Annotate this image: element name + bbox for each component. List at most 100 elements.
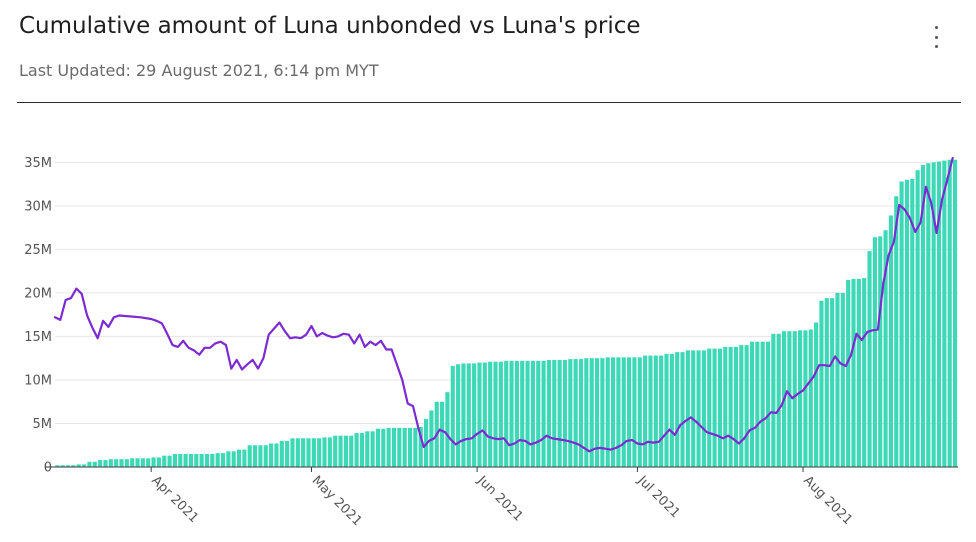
bar — [765, 341, 771, 467]
bar — [55, 465, 60, 467]
bar — [755, 341, 760, 467]
bar — [888, 215, 893, 467]
bar — [359, 433, 365, 467]
bar — [760, 341, 765, 467]
bar — [204, 453, 210, 467]
bar — [883, 230, 888, 467]
bar — [680, 352, 685, 467]
bar — [669, 353, 674, 467]
bar — [546, 359, 552, 467]
bar — [530, 360, 535, 467]
bar — [701, 350, 706, 467]
bar — [659, 355, 664, 467]
bar — [610, 357, 616, 467]
bar — [263, 445, 268, 467]
bar — [637, 357, 642, 467]
bar — [381, 428, 386, 467]
bar — [653, 355, 658, 467]
y-tick-label: 20M — [24, 286, 52, 301]
bar — [354, 433, 359, 467]
more-options-icon[interactable] — [925, 24, 947, 50]
price-line — [53, 156, 954, 453]
bar — [461, 363, 466, 467]
bar — [808, 329, 813, 467]
x-tick-label: Jun 2021 — [474, 473, 526, 525]
bar — [466, 363, 471, 467]
bar — [899, 181, 904, 467]
bar — [210, 453, 215, 467]
last-updated-text: Last Updated: 29 August 2021, 6:14 pm MY… — [19, 61, 379, 80]
bar — [343, 435, 348, 467]
bar — [119, 459, 124, 467]
y-tick-label: 15M — [24, 330, 52, 345]
chart-title: Cumulative amount of Luna unbonded vs Lu… — [19, 13, 641, 39]
bar — [568, 359, 573, 467]
x-tick-label: May 2021 — [309, 473, 365, 529]
bar — [92, 461, 97, 467]
line-series — [53, 156, 954, 453]
bar — [178, 453, 183, 467]
bar-series — [55, 159, 958, 467]
bar — [317, 438, 322, 467]
bar — [712, 348, 717, 467]
bar — [915, 170, 920, 467]
y-tick-label: 0 — [44, 461, 52, 476]
bar — [696, 350, 701, 467]
bar — [648, 355, 653, 467]
x-tick-label: Jul 2021 — [634, 473, 683, 522]
bar — [691, 350, 696, 467]
bar — [926, 163, 931, 467]
menu-dot — [934, 45, 938, 48]
bar — [71, 465, 76, 467]
bar — [814, 322, 819, 467]
bar — [322, 437, 327, 467]
bar — [744, 345, 749, 467]
bar — [413, 427, 418, 467]
bar — [520, 360, 525, 467]
bar — [862, 278, 867, 467]
bar — [365, 431, 370, 467]
bar — [220, 453, 226, 467]
bar — [269, 443, 274, 467]
bar — [562, 359, 568, 467]
bar — [440, 401, 445, 467]
bar — [504, 360, 509, 467]
bar — [878, 236, 883, 467]
y-tick-label: 35M — [24, 156, 52, 171]
bar — [498, 361, 503, 467]
bar — [301, 438, 306, 467]
bar — [739, 345, 744, 467]
bar — [306, 438, 311, 467]
bar — [589, 358, 594, 467]
bar — [552, 359, 557, 467]
bar — [819, 300, 824, 467]
bar — [830, 298, 835, 467]
bar — [472, 363, 477, 467]
bar — [594, 358, 600, 467]
bar — [188, 453, 194, 467]
bar — [98, 460, 103, 467]
bar — [456, 364, 461, 467]
bar — [274, 443, 279, 467]
header-divider — [17, 102, 961, 103]
bar — [349, 435, 354, 467]
bar — [162, 455, 167, 467]
bar — [717, 348, 722, 467]
bar — [920, 164, 926, 467]
bar — [771, 333, 776, 467]
bar — [573, 359, 578, 467]
x-tick-label: Apr 2021 — [148, 473, 201, 526]
bar — [252, 445, 258, 467]
bar — [675, 352, 680, 467]
bar — [493, 361, 498, 467]
bar — [707, 348, 712, 467]
bar — [391, 427, 397, 467]
bar — [733, 346, 739, 467]
bar — [664, 353, 669, 467]
y-tick-label: 5M — [33, 417, 53, 432]
bar — [146, 458, 151, 467]
bar — [60, 465, 65, 467]
bar — [333, 435, 338, 467]
bar — [787, 331, 792, 467]
